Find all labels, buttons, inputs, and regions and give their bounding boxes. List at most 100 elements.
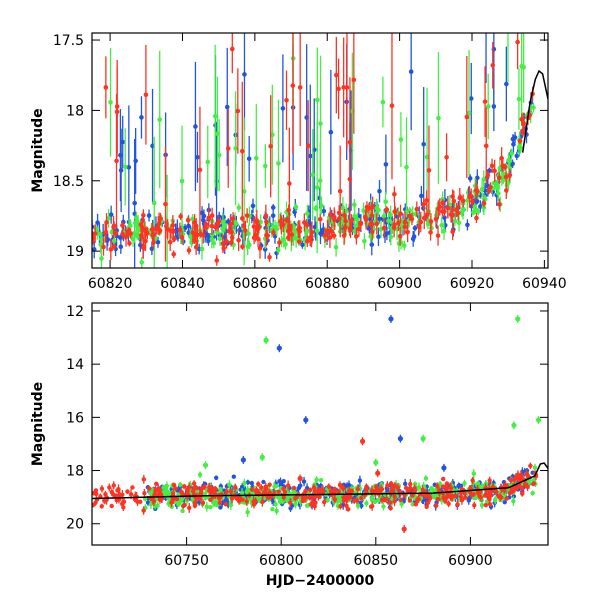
data-point [263,163,268,169]
data-point [205,159,211,165]
data-point [293,495,298,501]
data-point [197,167,203,173]
data-point [398,497,404,503]
x-tick-label: 60860 [233,276,278,292]
data-point [448,212,454,217]
y-tick-label: 17.5 [53,33,84,49]
data-point [385,483,390,488]
data-point [327,235,333,240]
data-point [510,489,515,494]
data-point [426,168,432,173]
data-point [198,491,204,496]
data-point [519,116,525,122]
data-point [504,183,510,188]
data-point [305,143,311,149]
data-point [141,508,146,513]
data-point [257,246,263,251]
data-point [336,494,341,499]
y-tick-label: 20 [66,517,84,533]
data-point [111,244,117,249]
data-point [227,482,232,488]
data-point [520,491,525,496]
data-point [246,231,251,236]
data-point [308,501,314,507]
data-point [517,138,523,144]
data-point [494,489,499,494]
data-point [530,490,535,496]
data-point [368,222,373,227]
data-point [456,220,462,226]
data-point [208,504,213,510]
data-point [270,213,276,218]
data-point [278,481,284,486]
outlier-point [420,436,426,442]
data-point [158,216,163,221]
data-point [107,485,112,490]
data-point [436,206,441,212]
y-tick-label: 18 [66,103,84,119]
data-point [450,494,455,500]
data-point [187,505,192,511]
data-point [462,491,467,496]
data-point [414,206,420,212]
data-point [487,478,492,483]
data-point [151,200,157,206]
data-point [458,494,464,500]
data-point [218,505,223,510]
data-point [211,240,217,246]
data-point [465,198,470,203]
data-point [155,503,160,508]
data-point [262,247,268,252]
data-point [381,504,386,509]
data-point [440,209,445,214]
data-point [209,223,215,229]
outlier-point [359,438,366,444]
data-point [133,215,139,221]
data-point [467,176,473,181]
data-point [111,224,116,230]
data-point [420,487,425,493]
plot-frame [91,32,549,269]
data-point [258,485,264,490]
data-point [293,204,299,210]
data-point [244,489,250,494]
x-tick-label: 60750 [164,553,209,569]
data-point [407,498,413,503]
data-point [403,485,409,491]
data-point [317,494,322,500]
data-point [139,115,144,120]
data-point [495,186,500,191]
data-point [322,232,328,238]
data-point [392,494,397,500]
data-point [416,485,422,490]
data-point [334,72,339,78]
data-point [106,216,111,221]
data-point [242,72,247,77]
x-tick-label: 60900 [377,276,422,292]
data-point [452,218,458,224]
data-point [151,240,156,245]
data-point [193,244,199,250]
data-point [413,502,419,507]
data-point [478,204,483,209]
data-point [483,502,489,508]
data-point [141,477,147,482]
data-point [418,219,424,225]
data-point [93,226,99,232]
data-point [311,494,317,499]
data-point [186,248,192,253]
data-point [178,214,184,219]
data-point [325,228,330,234]
data-point [499,155,504,161]
data-point [220,226,225,232]
top-panel: 60820 60840 60860 60880 60900 60920 60940 17.5 1… [30,32,567,292]
data-point [171,251,177,257]
data-point [182,484,187,489]
data-point [146,486,152,491]
data-point [355,486,361,492]
data-point [220,241,226,246]
data-point [351,498,357,503]
data-point [229,496,235,501]
data-point [352,213,357,219]
data-point [126,164,132,170]
